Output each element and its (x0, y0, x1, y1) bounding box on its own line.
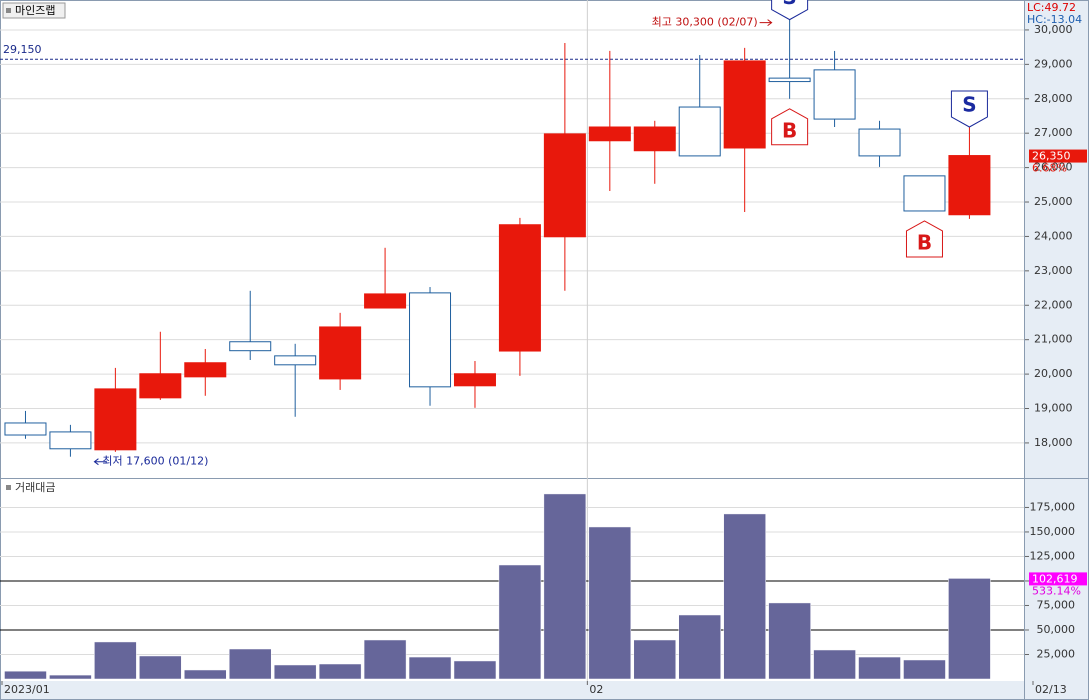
last-volume-label: 102,619 (1032, 572, 1078, 585)
candle-body (274, 355, 317, 366)
high-annotation: 최고 30,300 (02/07) (652, 16, 758, 29)
candle-body (903, 175, 946, 212)
volume-bar (633, 639, 677, 680)
y-tick-label: 18,000 (1034, 436, 1073, 449)
candle-body (229, 341, 272, 352)
chart-title: 마인즈랩 (15, 4, 55, 17)
sell-label: S (782, 0, 796, 9)
volume-bar (768, 602, 811, 680)
volume-bar (948, 578, 991, 680)
y-tick-label: 25,000 (1034, 195, 1073, 208)
title-icon (6, 8, 11, 13)
x-tick-label: 02/13 (1035, 683, 1067, 696)
y-tick-label: 23,000 (1034, 264, 1073, 277)
y-tick-label: 28,000 (1034, 92, 1073, 105)
low-annotation: 최저 17,600 (01/12) (102, 455, 208, 468)
candle-body (768, 77, 811, 83)
candle-body (498, 224, 541, 352)
volume-bar (453, 660, 497, 680)
volume-bar (903, 659, 946, 680)
high-arrow (759, 19, 773, 27)
x-tick-label: 2023/01 (4, 683, 50, 696)
volume-bar (273, 664, 317, 680)
candle-body (94, 388, 137, 451)
volume-bar (318, 663, 362, 680)
buy-label: B (782, 118, 797, 142)
last-volume-box (1029, 572, 1087, 586)
buy-marker (905, 220, 943, 258)
y-tick-label: 19,000 (1034, 402, 1073, 415)
y-tick-label: 30,000 (1034, 23, 1073, 36)
hc-label: HC:-13.04 (1027, 13, 1082, 26)
candle-body (858, 128, 901, 157)
candle-body (723, 60, 766, 149)
y-tick-label: 26,000 (1034, 161, 1073, 174)
last-price-box (1029, 149, 1087, 163)
x-tick-label: 02 (589, 683, 603, 696)
candle-body (319, 326, 362, 380)
volume-bar (498, 564, 542, 680)
candle-body (678, 106, 721, 157)
candle-body (453, 373, 496, 387)
last-change-label: 6.68% (1032, 162, 1067, 175)
last-price-label: 26,350 (1032, 150, 1071, 163)
y-tick-label: 21,000 (1034, 333, 1073, 346)
candle-body (49, 431, 92, 450)
candle-body (948, 155, 991, 216)
sell-marker (950, 90, 988, 128)
volume-bar (543, 493, 587, 680)
y-tick-label: 175,000 (1030, 500, 1076, 513)
volume-bar (408, 656, 452, 680)
volume-bar (94, 641, 137, 680)
y-tick-label: 125,000 (1030, 549, 1076, 562)
volume-bar (4, 670, 47, 680)
volume-bar (588, 526, 632, 680)
sell-label: S (962, 92, 976, 116)
candle-body (364, 293, 407, 309)
buy-marker (771, 108, 809, 146)
y-tick-label: 75,000 (1037, 598, 1076, 611)
volume-bar (228, 648, 272, 680)
volume-bar (184, 669, 227, 680)
y-tick-label: 29,000 (1034, 57, 1073, 70)
candle-body (139, 373, 182, 399)
y-tick-label: 27,000 (1034, 126, 1073, 139)
candle-body (633, 126, 676, 152)
y-tick-label: 22,000 (1034, 298, 1073, 311)
candle-body (409, 292, 452, 388)
volume-icon (6, 485, 11, 490)
y-tick-label: 24,000 (1034, 229, 1073, 242)
volume-bar (363, 639, 407, 680)
candle-body (543, 133, 586, 238)
volume-bar (49, 674, 92, 680)
y-tick-label: 25,000 (1037, 647, 1076, 660)
title-box (2, 2, 66, 19)
y-tick-label: 20,000 (1034, 367, 1073, 380)
y-tick-label: 50,000 (1037, 623, 1076, 636)
volume-bar (723, 513, 766, 680)
y-tick-label: 150,000 (1030, 525, 1076, 538)
lc-label: LC:49.72 (1027, 1, 1076, 14)
volume-bar (678, 614, 721, 680)
volume-bar (858, 656, 901, 680)
volume-title: 거래대금 (15, 481, 55, 494)
candle-body (4, 422, 47, 436)
ref-line-label: 29,150 (3, 43, 42, 56)
candle-body (813, 69, 856, 120)
buy-label: B (917, 230, 932, 254)
x-axis-bar (0, 681, 1089, 700)
sell-marker (771, 0, 809, 21)
last-volume-change: 533.14% (1032, 584, 1081, 597)
volume-bar (813, 649, 856, 680)
candle-body (184, 362, 227, 378)
candle-body (588, 126, 631, 142)
volume-bar (139, 655, 182, 680)
low-arrow (93, 458, 107, 466)
